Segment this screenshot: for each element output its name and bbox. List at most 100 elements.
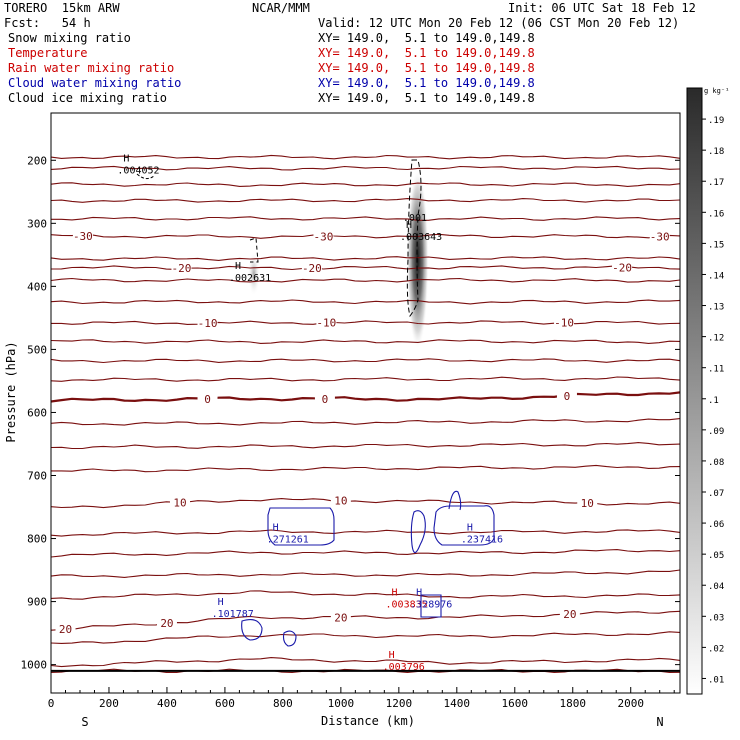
x-tick-label: 1200 [386,697,413,710]
x-tick-label: 1800 [560,697,587,710]
isotherm-line [50,233,681,239]
cloud-water-contour [420,594,442,618]
maxima-labels: H.004052H.002631.001H.003643H.271261H.23… [117,154,503,673]
isotherm-label: 20 [563,608,576,621]
isotherm-label: 0 [204,393,211,406]
isotherm-label: 10 [334,495,347,508]
colorbar-label: .04 [708,582,724,592]
isotherm-line [50,590,681,600]
y-tick-label: 900 [27,596,47,609]
isotherm-label: 20 [334,611,347,624]
colorbar-label: .05 [708,551,724,561]
max-marker-h: H [416,587,422,598]
isotherm-line [50,198,681,203]
isotherm-label: -20 [612,261,632,274]
north-label: N [656,715,663,729]
isotherm-label: 20 [59,623,72,636]
x-tick-label: 800 [273,697,293,710]
colorbar-label: .1 [708,396,719,406]
colorbar-label: .15 [708,240,724,250]
isotherm-line [50,182,681,187]
isotherm-line [50,549,681,558]
max-value-label: .003796 [383,662,425,673]
model-title: TORERO 15km ARW [4,1,120,15]
colorbar-fill [686,87,703,695]
isotherm-label: 10 [173,497,186,510]
max-marker-h: H [235,261,241,272]
cloud-water-contour [433,505,495,546]
isotherm-line [50,339,681,344]
cloud-water-contour [267,507,335,546]
x-tick-label: 600 [215,697,235,710]
y-tick-label: 600 [27,406,47,419]
x-tick-label: 1400 [444,697,471,710]
colorbar-label: .14 [708,271,724,281]
isotherm-label: -10 [554,317,574,330]
max-value-label: .004052 [117,166,159,177]
max-marker-h: H [389,650,395,661]
isotherm-label-bg [313,230,334,242]
isotherm-line [50,299,681,305]
isotherm-label: -30 [314,230,334,243]
max-marker-h: H [273,523,279,534]
cloud-water-contour [410,510,426,554]
x-tick-label: 1000 [328,697,355,710]
isotherm-label-bg [330,494,351,506]
colorbar-label: .13 [708,303,724,313]
temperature-isotherms: -30 -30 -30 -20 -20 -20 -10 -10 -10 0 0 0 10 10 10 20 20… [50,154,681,674]
isotherm-label-bg [156,616,177,628]
init-time: Init: 06 UTC Sat 18 Feb 12 [508,1,696,15]
x-tick-label: 0 [48,697,55,710]
snow-shading-layer [247,169,429,350]
y-tick-label: 1000 [21,659,48,672]
max-marker-h: H [406,220,412,231]
isotherm-label-bg [554,316,575,328]
isotherm-label: 20 [160,617,173,630]
isotherm-line [51,464,681,473]
isotherm-label: -30 [73,230,93,243]
isotherm-label-bg [577,497,598,509]
max-value-label: .003835 [386,599,428,610]
colorbar-label: .18 [708,147,724,157]
field-name-rain: Rain water mixing ratio [8,61,175,75]
field-xy-cloud-ice: XY= 149.0, 5.1 to 149.0,149.8 [318,91,535,105]
isotherm-line [50,376,681,382]
y-tick-label: 700 [27,470,47,483]
max-value-label: .237416 [461,535,503,546]
plot-frame [50,112,681,694]
isotherm-line [50,418,681,426]
isotherm-label-bg [559,608,580,620]
isotherm-label-bg [314,392,335,404]
x-tick-label: 400 [157,697,177,710]
isotherm-label: -10 [198,317,218,330]
isotherm-line [50,657,681,668]
colorbar-label: .02 [708,644,724,654]
isotherm-line [51,216,681,221]
colorbar-label: .09 [708,427,724,437]
colorbar-label: .12 [708,334,724,344]
isotherm-line [50,442,681,450]
mixing-ratio-contours [136,159,495,647]
isotherm-label-bg [72,230,93,242]
isotherm-line [50,256,681,261]
isotherm-label: -20 [302,262,322,275]
colorbar-label: .01 [708,675,724,685]
cloud-ice-contour [136,173,155,180]
isotherm-label-bg [330,611,351,623]
max-value-label: .271261 [267,535,309,546]
isotherm-line [50,631,681,644]
x-tick-label: 2000 [617,697,644,710]
colorbar-label: .03 [708,613,724,623]
y-axis-label: Pressure (hPa) [4,341,18,442]
field-xy-temperature: XY= 149.0, 5.1 to 149.0,149.8 [318,46,535,60]
y-tick-label: 300 [27,217,47,230]
isotherm-label-bg [197,316,218,328]
isotherm-line [50,165,681,171]
y-tick-label: 200 [27,154,47,167]
max-marker-h: H [123,154,129,165]
isotherm-label-bg [197,393,218,405]
isotherm-label: -30 [650,231,670,244]
isotherm-label-bg [556,389,577,401]
